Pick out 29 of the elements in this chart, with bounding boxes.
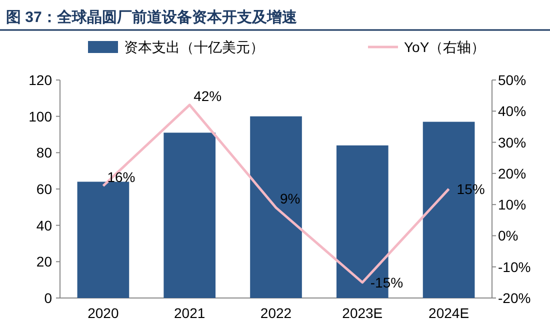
y2-tick-label: 0% [498,228,518,244]
data-label: 9% [280,190,300,207]
data-label: 16% [107,168,136,185]
y2-tick-label: 50% [498,72,526,88]
y2-tick-label: 40% [498,103,526,120]
y2-tick-label: -20% [498,290,531,306]
x-tick-label: 2023E [342,305,383,321]
bar [164,132,216,298]
x-tick-label: 2020 [88,305,119,321]
y2-tick-label: 30% [498,134,526,150]
y-tick-label: 80 [36,144,52,161]
y-tick-label: 120 [28,72,52,88]
data-label: 42% [194,88,222,104]
x-tick-label: 2022 [260,305,292,321]
legend-label: YoY（右轴） [404,39,486,55]
bar [77,182,130,298]
y2-tick-label: 20% [498,165,526,182]
bar [250,116,302,298]
y-tick-label: 60 [36,181,52,197]
y2-tick-label: 10% [498,196,526,213]
y-tick-label: 100 [28,108,52,124]
y-tick-label: 0 [44,290,52,306]
y-tick-label: 20 [36,254,52,270]
legend-label: 资本支出（十亿美元） [124,39,264,55]
x-tick-label: 2024E [428,305,470,321]
y2-tick-label: -10% [498,258,531,275]
y-tick-label: 40 [36,217,52,234]
chart-title: 图 37：全球晶圆厂前道设备资本开支及增速 [6,9,298,26]
x-tick-label: 2021 [174,305,206,321]
